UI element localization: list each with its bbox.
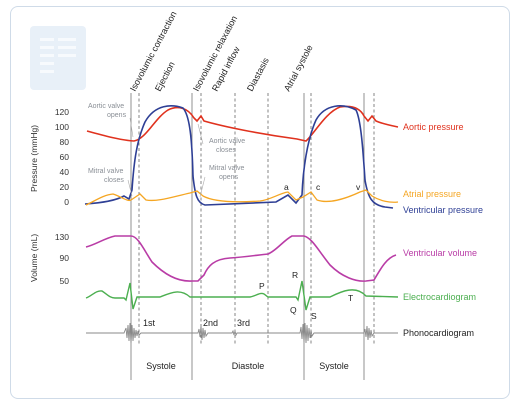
pressure-axis-title: Pressure (mmHg) [29,125,39,192]
aortic-opens-label-2: opens [107,112,127,119]
mitral-opens-label: Mitral valve [209,165,245,172]
sound-third-label: 3rd [237,318,250,328]
pressure-tick: 100 [55,122,69,132]
annotation-leaders [127,117,206,198]
phase-boundaries [130,93,375,380]
legend-atrial-pressure: Atrial pressure [403,189,461,199]
ventricular-pressure-curve [84,105,394,209]
wave-s-label: S [311,311,317,321]
legend-aortic-pressure: Aortic pressure [403,122,464,132]
mitral-closes-label: Mitral valve [88,168,124,175]
mitral-closes-label-2: closes [104,177,124,184]
sound-first-label: 1st [143,318,156,328]
legend-ventricular-pressure: Ventricular pressure [403,205,483,215]
ventricular-volume-curve [85,235,397,282]
legend-phonocardiogram: Phonocardiogram [403,328,474,338]
mitral-opens-label-2: opens [219,174,239,181]
logo-icon [30,26,86,90]
wave-v-label: v [356,182,361,192]
legend-ventricular-volume: Ventricular volume [403,248,477,258]
phase-atrial-systole: Atrial systole [282,43,315,93]
volume-tick: 50 [60,276,70,286]
phonocardiogram-trace [86,322,398,344]
wave-t-label: T [348,293,353,303]
heart-sound-labels: 1st 2nd 3rd [143,318,250,328]
legend-ecg: Electrocardiogram [403,292,476,302]
wave-r-label: R [292,270,298,280]
pressure-tick: 20 [60,182,70,192]
diastole-label: Diastole [232,361,265,371]
pressure-tick: 40 [60,167,70,177]
pressure-tick: 60 [60,152,70,162]
phase-isovolumic-contraction: Isovolumic contraction [128,10,179,93]
aortic-closes-label: Aortic valve [209,138,245,145]
volume-ticks: 130 90 50 [55,232,69,286]
pressure-tick: 0 [64,197,69,207]
sound-second-label: 2nd [203,318,218,328]
cycle-labels: Systole Diastole Systole [146,361,349,371]
pressure-tick: 80 [60,137,70,147]
atrial-pressure-curve [85,189,399,206]
aortic-closes-label-2: closes [216,147,236,154]
wave-labels: a c v P R Q S T [259,182,361,321]
pressure-ticks: 120 100 80 60 40 20 0 [55,107,69,207]
wave-p-label: P [259,281,265,291]
wave-q-label: Q [290,305,297,315]
aortic-pressure-curve [86,105,399,142]
phase-diastasis: Diastasis [245,56,271,93]
systole-label-2: Systole [319,361,349,371]
phase-ejection: Ejection [153,60,177,93]
volume-axis-title: Volume (mL) [29,234,39,282]
legend: Aortic pressure Atrial pressure Ventricu… [403,122,483,338]
wave-c-label: c [316,182,321,192]
volume-tick: 90 [60,253,70,263]
pressure-tick: 120 [55,107,69,117]
volume-tick: 130 [55,232,69,242]
valve-annotations: Aortic valve opens Aortic valve closes M… [88,103,245,184]
wave-a-label: a [284,182,289,192]
aortic-opens-label: Aortic valve [88,103,124,110]
ecg-curve [85,280,399,311]
systole-label: Systole [146,361,176,371]
